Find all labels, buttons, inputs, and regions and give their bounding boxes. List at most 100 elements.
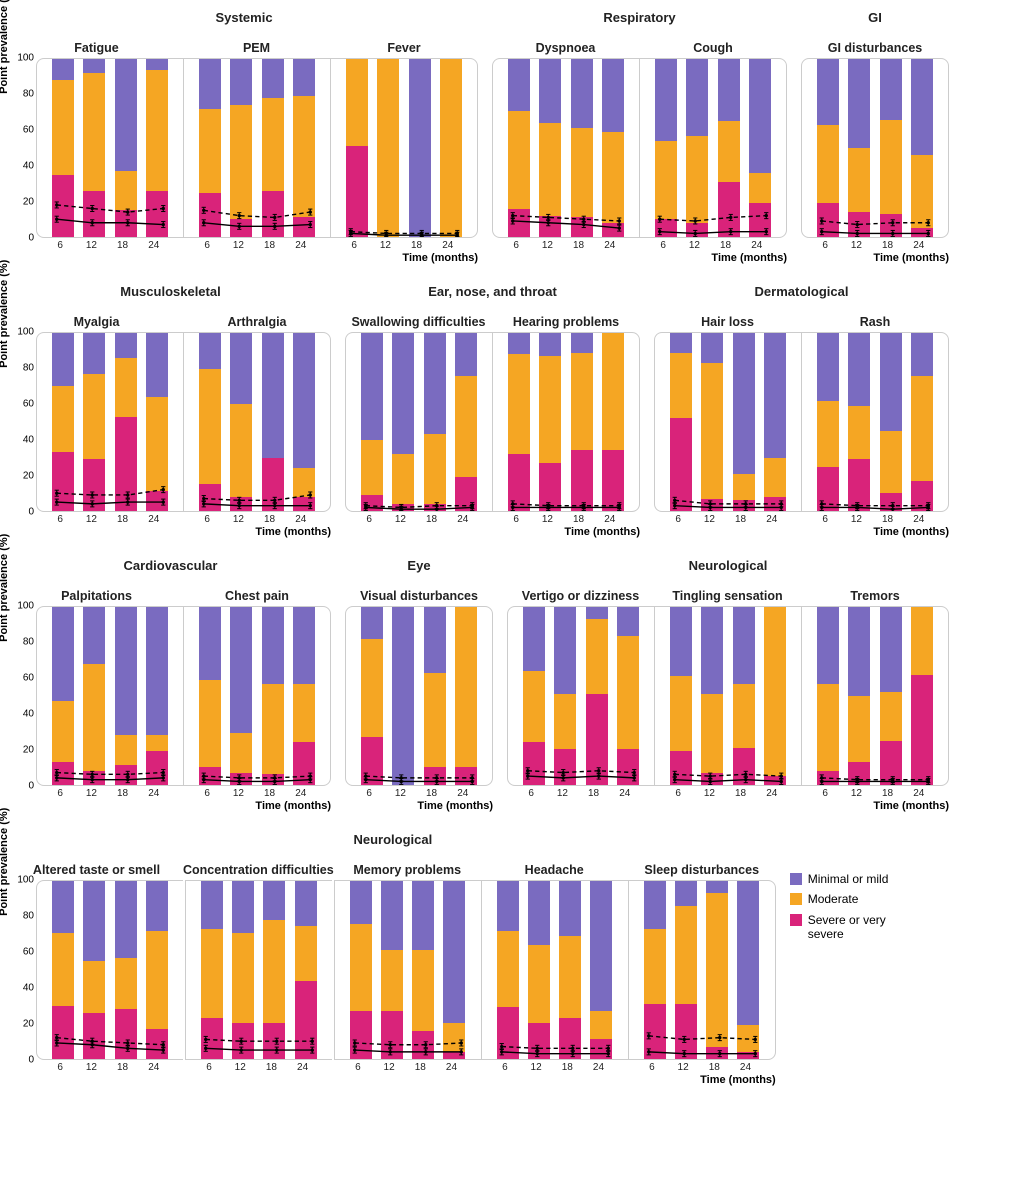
plot-area (484, 881, 626, 1059)
plot-frame (492, 58, 639, 238)
bar-segment-severe (230, 219, 252, 237)
bar-segment-moderate (424, 673, 446, 767)
chart-row: NeurologicalAltered taste or smellPoint … (10, 832, 1025, 1088)
x-ticks: 6121824 (36, 788, 178, 799)
stacked-bar (911, 333, 933, 511)
panel-title: Vertigo or dizziness (522, 574, 639, 606)
stacked-bar (586, 607, 608, 785)
bar-segment-moderate (230, 105, 252, 219)
chart-panel: Memory problems 6121824 (334, 848, 481, 1088)
chart-panel: PalpitationsPoint prevalence (%)02040608… (10, 574, 183, 814)
y-axis: Point prevalence (%)020406080100 (10, 606, 36, 786)
plot-area (39, 333, 181, 511)
bar-segment-mild (686, 59, 708, 136)
bar-segment-mild (670, 333, 692, 353)
stacked-bar (539, 333, 561, 511)
x-tick: 6 (347, 1062, 369, 1073)
chart-grid: SystemicFatiguePoint prevalence (%)02040… (10, 10, 1025, 1088)
bar-segment-mild (701, 607, 723, 694)
y-tick: 20 (23, 197, 34, 208)
legend-item: Moderate (790, 892, 908, 906)
x-axis-label (654, 526, 805, 540)
x-tick: 6 (196, 240, 218, 251)
bar-segment-severe (424, 767, 446, 785)
x-tick: 6 (196, 788, 218, 799)
bar-segment-moderate (817, 684, 839, 771)
plot-frame (628, 880, 776, 1060)
x-tick: 18 (730, 514, 752, 525)
x-tick: 12 (698, 788, 720, 799)
y-tick: 40 (23, 161, 34, 172)
bar-segment-moderate (52, 701, 74, 762)
plot-frame (801, 332, 949, 512)
stacked-bar (230, 607, 252, 785)
panel-title: Visual disturbances (360, 574, 478, 606)
bar-segment-severe (749, 203, 771, 237)
stacked-bar (817, 59, 839, 237)
x-tick: 24 (437, 240, 459, 251)
bar-segment-mild (523, 607, 545, 671)
panel-title: Dyspnoea (536, 26, 596, 58)
plot-frame (334, 880, 481, 1060)
y-axis-label: Point prevalence (%) (0, 808, 10, 916)
x-axis-label (36, 1074, 187, 1088)
stacked-bar (293, 333, 315, 511)
bar-segment-mild (115, 59, 137, 171)
bar-segment-mild (83, 59, 105, 73)
group-title: Respiratory (603, 10, 675, 26)
chart-group: NeurologicalVertigo or dizziness 6121824… (507, 558, 949, 814)
x-axis-label: Time (months) (639, 252, 791, 266)
x-tick: 18 (421, 788, 443, 799)
x-tick: 12 (672, 1062, 694, 1073)
stacked-bar (146, 607, 168, 785)
x-tick: 24 (908, 240, 930, 251)
x-tick: 6 (667, 514, 689, 525)
bar-segment-mild (424, 333, 446, 434)
bar-segment-moderate (293, 468, 315, 496)
x-ticks: 6121824 (492, 240, 634, 251)
bar-segment-moderate (848, 148, 870, 212)
stacked-bar (848, 607, 870, 785)
x-tick: 24 (292, 1062, 314, 1073)
bar-segment-mild (52, 59, 74, 80)
bar-segment-mild (880, 59, 902, 120)
bar-segment-moderate (508, 111, 530, 209)
bar-segment-mild (350, 881, 372, 924)
x-tick: 24 (746, 240, 768, 251)
chart-panel: Cough 6121824Time (months) (639, 26, 787, 266)
stacked-bar (602, 333, 624, 511)
x-tick: 6 (494, 1062, 516, 1073)
bar-segment-mild (718, 59, 740, 121)
x-axis-label (185, 1074, 336, 1088)
plot-area (804, 333, 946, 511)
x-tick: 12 (80, 1062, 102, 1073)
bar-segment-severe (554, 749, 576, 785)
stacked-bar (733, 607, 755, 785)
x-ticks: 6121824 (801, 788, 943, 799)
x-tick: 24 (440, 1062, 462, 1073)
plot-area (333, 59, 475, 237)
stacked-bar (644, 881, 666, 1059)
x-tick: 18 (877, 514, 899, 525)
bar-segment-severe (293, 497, 315, 511)
bar-segment-mild (293, 59, 315, 96)
bar-segment-moderate (146, 931, 168, 1029)
y-axis: Point prevalence (%)020406080100 (10, 880, 36, 1060)
chart-panel: Hair loss 6121824 (654, 300, 801, 540)
stacked-bar (83, 607, 105, 785)
x-tick: 24 (599, 240, 621, 251)
x-ticks: 6121824 (36, 514, 178, 525)
bar-segment-moderate (911, 607, 933, 675)
bar-segment-severe (146, 1029, 168, 1059)
bar-segment-severe (539, 216, 561, 237)
y-axis: Point prevalence (%)020406080100 (10, 58, 36, 238)
legend-swatch (790, 914, 802, 926)
panel-title: Concentration difficulties (183, 848, 334, 880)
bar-segment-moderate (455, 607, 477, 767)
y-tick: 60 (23, 947, 34, 958)
bar-segment-severe (523, 742, 545, 785)
bar-segment-mild (617, 607, 639, 635)
bar-segment-moderate (590, 1011, 612, 1039)
stacked-bar (115, 881, 137, 1059)
plot-area (186, 59, 328, 237)
